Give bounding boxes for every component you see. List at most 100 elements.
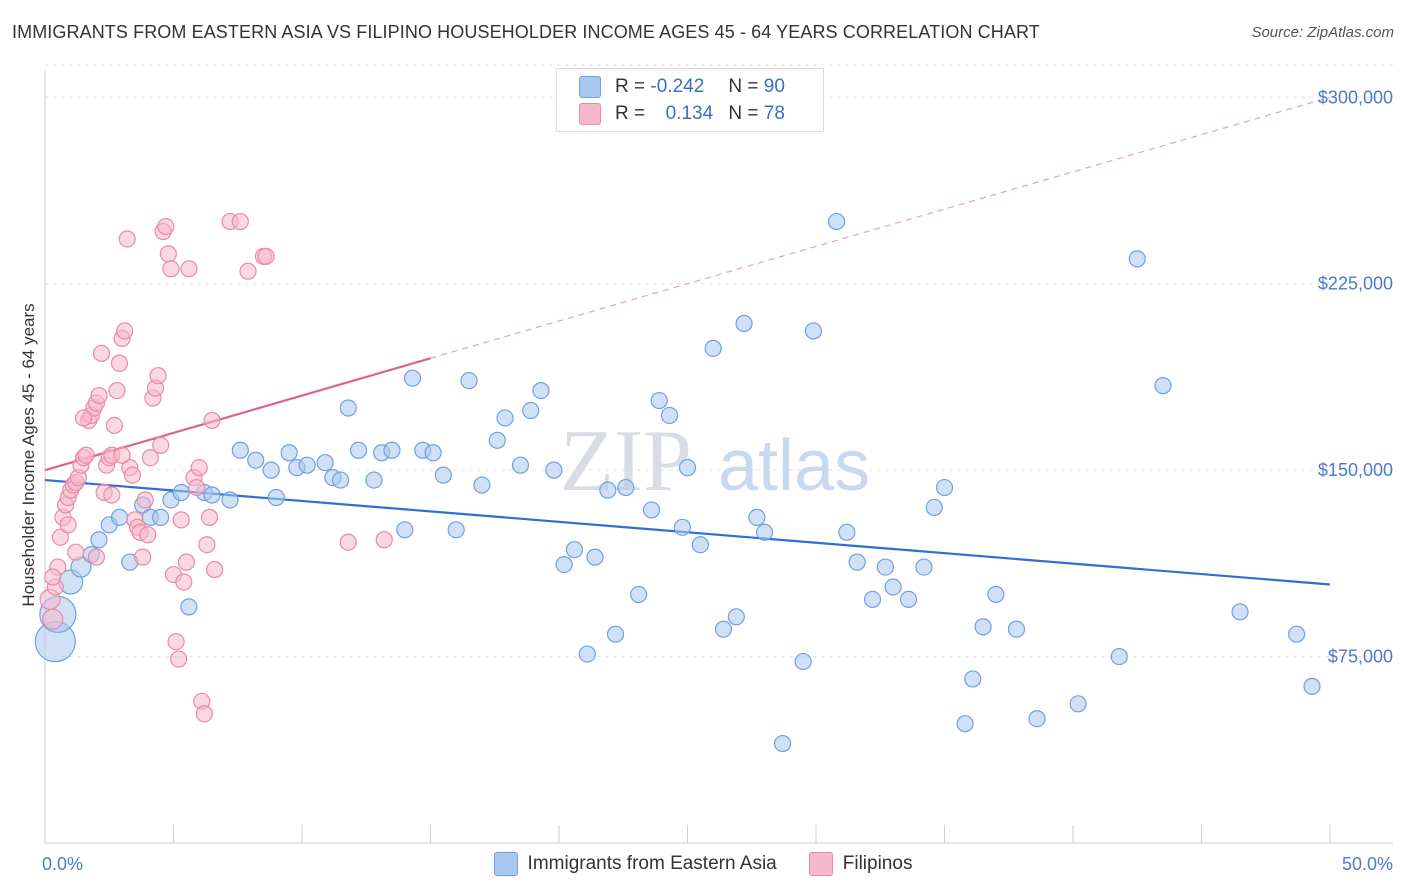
point-eastern-asia	[935, 478, 954, 497]
point-eastern-asia	[673, 518, 691, 536]
point-filipinos	[105, 416, 123, 434]
series-legend: Immigrants from Eastern Asia Filipinos	[0, 852, 1406, 876]
point-eastern-asia	[262, 461, 280, 479]
point-eastern-asia	[247, 451, 265, 469]
point-eastern-asia	[617, 478, 635, 497]
point-eastern-asia	[586, 548, 604, 566]
data-points	[34, 212, 1321, 753]
point-eastern-asia	[727, 608, 745, 626]
axes	[44, 70, 1393, 844]
correlation-legend: R = -0.242 N = 90 R = 0.134 N = 78	[556, 68, 824, 132]
point-eastern-asia	[267, 488, 285, 507]
point-filipinos	[118, 230, 136, 248]
point-filipinos	[188, 478, 206, 497]
point-filipinos	[51, 528, 70, 546]
y-axis-title: Householder Income Ages 45 - 64 years	[19, 303, 38, 606]
point-filipinos	[172, 511, 190, 529]
point-filipinos	[180, 260, 198, 278]
x-tick-label: 0.0%	[42, 854, 83, 874]
point-eastern-asia	[755, 523, 774, 541]
point-filipinos	[157, 217, 175, 236]
point-eastern-asia	[925, 498, 943, 517]
point-eastern-asia	[434, 466, 452, 484]
point-filipinos	[257, 247, 275, 265]
point-eastern-asia	[848, 553, 866, 571]
point-eastern-asia	[383, 441, 401, 459]
point-filipinos	[123, 466, 141, 484]
point-filipinos	[74, 409, 93, 427]
point-filipinos	[67, 543, 85, 561]
point-filipinos	[175, 573, 193, 591]
legend-n-label: N =	[728, 76, 759, 97]
point-eastern-asia	[899, 590, 918, 609]
point-eastern-asia	[298, 456, 316, 474]
point-filipinos	[139, 526, 157, 544]
point-eastern-asia	[773, 734, 792, 753]
point-eastern-asia	[447, 521, 465, 539]
point-filipinos	[103, 486, 121, 504]
point-eastern-asia	[863, 590, 882, 609]
legend-n-value: 90	[763, 76, 785, 97]
point-eastern-asia	[735, 314, 753, 333]
point-eastern-asia	[316, 454, 334, 472]
legend-r-value: 0.134	[665, 103, 714, 124]
point-eastern-asia	[964, 670, 982, 688]
trend-line-filipinos-extension	[430, 96, 1331, 359]
point-eastern-asia	[1007, 620, 1026, 638]
legend-swatch-blue	[579, 76, 601, 98]
point-eastern-asia	[349, 441, 368, 459]
point-eastern-asia	[987, 585, 1005, 604]
point-eastern-asia	[1069, 695, 1087, 713]
point-filipinos	[108, 382, 126, 400]
point-eastern-asia	[522, 401, 540, 420]
point-filipinos	[141, 449, 159, 467]
point-filipinos	[113, 446, 131, 464]
point-filipinos	[177, 553, 195, 571]
point-eastern-asia	[1128, 250, 1146, 268]
point-filipinos	[195, 705, 213, 723]
series-legend-label: Filipinos	[842, 853, 913, 874]
point-eastern-asia	[90, 531, 108, 549]
series-legend-item-filipinos: Filipinos	[808, 852, 913, 876]
y-tick-label: $150,000	[1318, 460, 1393, 480]
point-filipinos	[375, 531, 393, 549]
point-eastern-asia	[280, 444, 298, 462]
point-eastern-asia	[460, 372, 478, 390]
point-eastern-asia	[599, 481, 617, 499]
y-tick-label: $225,000	[1318, 274, 1393, 294]
point-eastern-asia	[714, 620, 733, 638]
point-eastern-asia	[532, 382, 550, 400]
point-filipinos	[190, 459, 208, 477]
point-eastern-asia	[110, 508, 129, 526]
point-eastern-asia	[1231, 603, 1249, 621]
legend-n-value: 78	[763, 103, 785, 124]
point-eastern-asia	[180, 598, 198, 616]
point-eastern-asia	[606, 625, 625, 643]
point-eastern-asia	[331, 471, 350, 489]
point-eastern-asia	[488, 431, 506, 449]
point-eastern-asia	[473, 476, 491, 494]
source-label: Source: ZipAtlas.com	[1251, 24, 1394, 41]
point-eastern-asia	[365, 471, 383, 489]
series-legend-label: Immigrants from Eastern Asia	[527, 853, 777, 874]
point-filipinos	[92, 344, 111, 362]
point-filipinos	[42, 608, 64, 630]
point-filipinos	[136, 491, 154, 509]
legend-r-label: R =	[615, 76, 646, 97]
y-tick-label: $300,000	[1318, 87, 1393, 107]
tick-labels: $75,000 $150,000 $225,000 $300,000 0.0% 50.0%	[42, 87, 1393, 874]
point-eastern-asia	[974, 618, 992, 636]
point-eastern-asia	[1287, 625, 1306, 643]
point-eastern-asia	[203, 486, 221, 504]
point-eastern-asia	[555, 555, 573, 574]
point-eastern-asia	[403, 369, 422, 387]
watermark-atlas: atlas	[718, 426, 870, 506]
point-eastern-asia	[496, 409, 514, 427]
point-filipinos	[59, 516, 77, 534]
point-eastern-asia	[1154, 377, 1172, 395]
point-eastern-asia	[660, 406, 679, 425]
point-eastern-asia	[1110, 647, 1128, 666]
y-tick-label: $75,000	[1328, 647, 1393, 667]
point-filipinos	[162, 260, 180, 278]
